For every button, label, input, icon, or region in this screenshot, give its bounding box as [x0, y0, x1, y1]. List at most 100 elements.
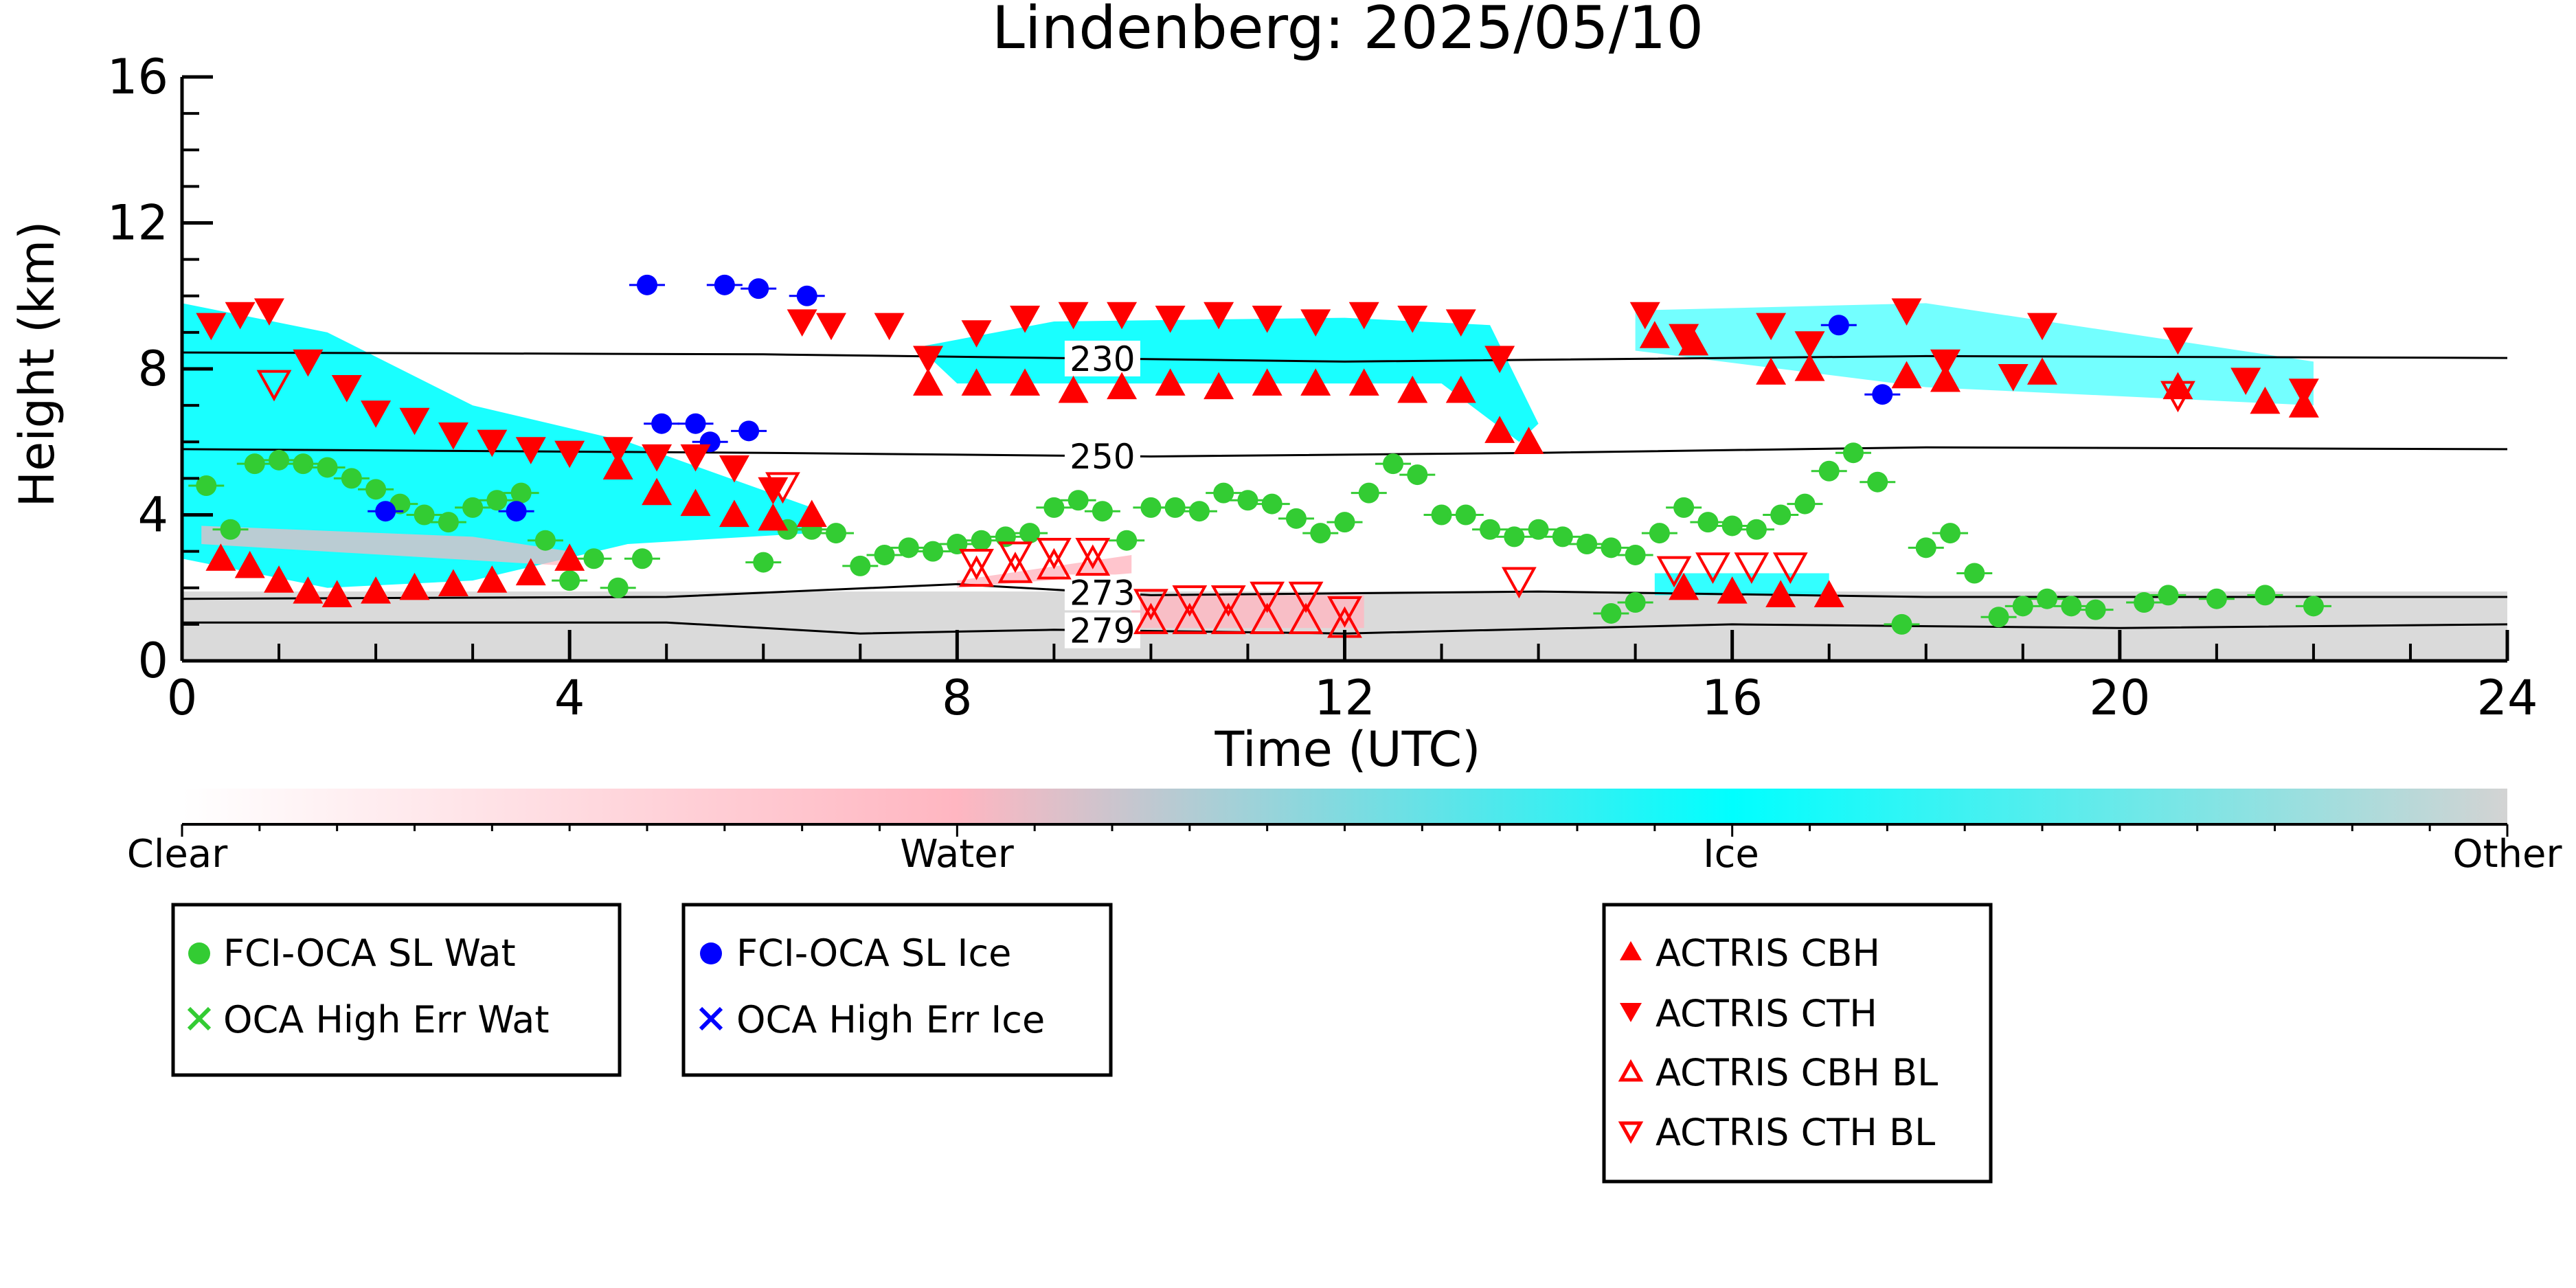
fci-oca-sl-wat-point-79 — [2206, 588, 2227, 609]
fci-oca-sl-wat-point-63 — [1818, 460, 1840, 482]
fci-oca-sl-ice-point-4 — [685, 413, 706, 434]
actris-cth-bl-point-14 — [1772, 552, 1808, 584]
actris-cbh-point-18 — [961, 368, 992, 396]
actris-cth-point-9 — [515, 437, 546, 464]
actris-cth-bl-point-1 — [997, 541, 1033, 574]
fci-oca-sl-wat-point-1 — [220, 519, 241, 540]
actris-cth-bl-point-3 — [1075, 538, 1111, 569]
x-tick-label-4: 4 — [554, 670, 585, 726]
fci-oca-sl-wat-point-12 — [486, 490, 508, 511]
actris-cbh-point-23 — [1204, 372, 1234, 400]
phase-colorbar: Clear Water Ice Other — [127, 789, 2562, 877]
legend-marker-wat — [188, 942, 210, 964]
actris-cbh-point-27 — [1397, 375, 1428, 403]
fci-oca-sl-wat-point-16 — [583, 548, 605, 569]
fci-oca-sl-wat-point-37 — [1188, 501, 1210, 522]
fci-oca-sl-wat-point-69 — [1915, 537, 1936, 558]
actris-cth-point-23 — [1107, 302, 1138, 330]
actris-cbh-point-2 — [264, 565, 295, 593]
isotherm-label-279: 279 — [1070, 611, 1135, 651]
actris-cbh-point-20 — [1058, 375, 1089, 403]
actris-cbh-bl-point-4 — [1133, 602, 1168, 635]
fci-oca-sl-wat-point-48 — [1455, 504, 1476, 526]
fci-oca-sl-wat-point-3 — [269, 449, 290, 471]
actris-cbh-point-19 — [1010, 368, 1041, 396]
legend-marker-ice — [700, 942, 722, 964]
actris-cbh-point-8 — [477, 565, 508, 593]
fci-oca-sl-wat-point-4 — [293, 453, 314, 475]
legend-box — [681, 903, 1113, 1077]
x-tick-label-12: 12 — [1314, 670, 1375, 726]
fci-oca-sl-wat-point-81 — [2303, 596, 2324, 617]
fci-oca-sl-wat-point-34 — [1116, 530, 1138, 551]
actris-cth-bl-point-11 — [1656, 556, 1692, 588]
x-tick-label-24: 24 — [2476, 670, 2538, 726]
actris-cth-point-10 — [554, 440, 585, 468]
isotherm-label-bg — [1064, 340, 1140, 376]
actris-cbh-bl-point-7 — [1250, 602, 1285, 635]
fci-oca-sl-wat-point-18 — [631, 548, 653, 569]
actris-cth-point-30 — [1445, 309, 1476, 337]
fci-oca-sl-ice-point-1 — [506, 501, 527, 522]
colorbar-label-ice: Ice — [1703, 832, 1759, 877]
actris-cbh-point-43 — [1765, 580, 1796, 607]
actris-cth-point-22 — [1058, 302, 1089, 330]
actris-cth-bl-point-7 — [1250, 581, 1285, 613]
actris-cth-point-8 — [477, 429, 508, 457]
actris-cbh-point-26 — [1348, 368, 1379, 396]
actris-cbh-point-36 — [1930, 364, 1961, 392]
actris-cth-bl-point-13 — [1734, 552, 1770, 584]
actris-cth-point-41 — [1930, 349, 1961, 377]
fci-oca-sl-wat-point-42 — [1310, 523, 1331, 544]
x-tick-label-16: 16 — [1702, 670, 1763, 726]
actris-cth-point-5 — [361, 400, 392, 428]
fci-oca-sl-wat-point-74 — [2037, 588, 2058, 609]
legend-water: FCI-OCA SL Wat OCA High Err Wat — [171, 903, 622, 1077]
actris-cth-point-38 — [2162, 327, 2193, 355]
colorbar-ticks — [181, 823, 2509, 837]
actris-cth-bl-point-15 — [2160, 381, 2195, 413]
y-axis-label: Height (km) — [9, 221, 65, 508]
actris-cbh-point-33 — [1756, 357, 1787, 385]
legend-label-cbh-bl: ACTRIS CBH BL — [1656, 1051, 1938, 1094]
actris-cbh-point-4 — [321, 580, 352, 607]
actris-cth-point-18 — [874, 313, 905, 341]
y-tick-label-8: 8 — [137, 341, 168, 397]
legend-box — [171, 903, 622, 1077]
fci-oca-sl-wat-point-32 — [1067, 490, 1089, 511]
isotherm-line-273 — [181, 583, 2507, 600]
actris-cth-point-29 — [1397, 306, 1428, 333]
fci-oca-sl-wat-point-75 — [2061, 596, 2082, 617]
actris-cbh-point-12 — [642, 477, 673, 506]
actris-cth-point-3 — [293, 349, 324, 377]
actris-cth-point-1 — [225, 302, 256, 330]
fci-oca-sl-ice-point-7 — [738, 420, 760, 442]
actris-cbh-point-24 — [1252, 368, 1283, 396]
fci-oca-sl-wat-point-72 — [1988, 607, 2009, 628]
actris-cth-point-33 — [1669, 324, 1699, 352]
fci-oca-sl-wat-point-43 — [1334, 512, 1355, 533]
bg-water-region-10utc — [1131, 595, 1364, 629]
fci-oca-sl-wat-point-31 — [1043, 497, 1065, 518]
actris-cth-point-20 — [961, 320, 992, 348]
actris-cth-point-32 — [1629, 302, 1660, 330]
actris-cbh-point-42 — [1717, 576, 1748, 604]
actris-cbh-point-35 — [1891, 361, 1922, 389]
actris-cth-bl-point-5 — [1172, 585, 1208, 617]
fci-oca-sl-wat-point-55 — [1625, 544, 1646, 565]
fci-oca-sl-wat-point-78 — [2158, 585, 2179, 606]
legend-label-cth: ACTRIS CTH — [1656, 992, 1877, 1035]
actris-cbh-point-38 — [2162, 372, 2193, 400]
actris-cth-point-0 — [196, 313, 227, 341]
fci-oca-sl-wat-point-39 — [1237, 490, 1258, 511]
actris-cbh-point-41 — [1669, 572, 1699, 600]
actris-cth-point-34 — [1756, 313, 1787, 341]
fci-oca-sl-wat-point-40 — [1261, 493, 1283, 515]
fci-oca-sl-wat-point-71 — [1964, 563, 1985, 584]
actris-cbh-bl-point-6 — [1210, 602, 1246, 635]
actris-cth-bl-point-12 — [1695, 552, 1730, 584]
fci-oca-sl-ice-point-11 — [1872, 384, 1893, 405]
actris-cth-bl-point-8 — [1288, 581, 1324, 613]
actris-cth-bl-point-10 — [1501, 567, 1537, 599]
fci-oca-sl-wat-point-57 — [1673, 497, 1695, 518]
